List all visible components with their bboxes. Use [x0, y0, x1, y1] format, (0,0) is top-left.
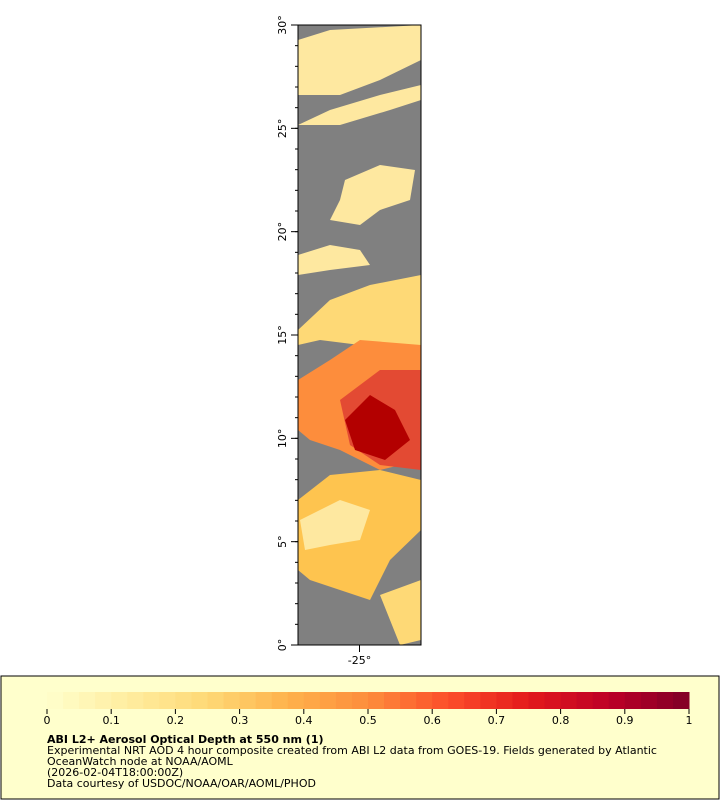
colorbar-step: [480, 692, 497, 709]
colorbar-step: [448, 692, 465, 709]
colorbar-step: [319, 692, 337, 709]
lat-tick-label: 25°: [276, 119, 289, 139]
colorbar-step: [95, 692, 112, 709]
colorbar-step: [63, 692, 80, 709]
colorbar-tick-label: 0.3: [231, 714, 249, 727]
colorbar-step: [592, 692, 610, 709]
colorbar-step: [496, 692, 513, 709]
colorbar-tick-label: 0.5: [359, 714, 377, 727]
colorbar-step: [512, 692, 529, 709]
colorbar-step: [672, 692, 690, 709]
colorbar-step: [351, 692, 369, 709]
colorbar-step: [464, 692, 481, 709]
colorbar-tick-label: 0.1: [102, 714, 120, 727]
colorbar-tick-label: 0.4: [295, 714, 313, 727]
colorbar-step: [624, 692, 642, 709]
colorbar-step: [239, 692, 257, 709]
colorbar-tick-label: 1: [686, 714, 693, 727]
colorbar-step: [255, 692, 273, 709]
lat-tick-label: 10°: [276, 429, 289, 449]
colorbar-step: [368, 692, 385, 709]
colorbar-step: [127, 692, 144, 709]
lat-tick-label: 0°: [276, 639, 289, 652]
colorbar-step: [271, 692, 289, 709]
colorbar-step: [416, 692, 433, 709]
colorbar-step: [335, 692, 353, 709]
colorbar-step: [544, 692, 562, 709]
colorbar-step: [47, 692, 64, 709]
colorbar-step: [111, 692, 128, 709]
legend-line: Experimental NRT AOD 4 hour composite cr…: [47, 744, 657, 757]
lat-tick-label: 5°: [276, 535, 289, 548]
colorbar-tick-label: 0.7: [488, 714, 506, 727]
colorbar-step: [608, 692, 626, 709]
colorbar-step: [640, 692, 658, 709]
colorbar-step: [400, 692, 417, 709]
colorbar-step: [191, 692, 208, 709]
legend-line: (2026-02-04T18:00:00Z): [47, 766, 183, 779]
colorbar-step: [79, 692, 96, 709]
colorbar-step: [287, 692, 305, 709]
colorbar-tick-label: 0.9: [616, 714, 634, 727]
colorbar-tick-label: 0.2: [167, 714, 185, 727]
lat-tick-label: 20°: [276, 222, 289, 242]
colorbar-step: [432, 692, 449, 709]
colorbar-tick-label: 0.8: [552, 714, 570, 727]
lat-tick-label: 15°: [276, 325, 289, 345]
colorbar-step: [576, 692, 594, 709]
colorbar-tick-label: 0.6: [423, 714, 441, 727]
colorbar-step: [223, 692, 241, 709]
legend-title: ABI L2+ Aerosol Optical Depth at 550 nm …: [47, 733, 324, 746]
colorbar-step: [175, 692, 192, 709]
lat-tick-label: 30°: [276, 15, 289, 35]
colorbar-step: [384, 692, 401, 709]
colorbar-tick-label: 0: [44, 714, 51, 727]
colorbar-step: [528, 692, 546, 709]
map-raster: [298, 25, 421, 645]
colorbar: 0 0.1 0.2 0.3 0.4 0.5 0.6 0.7 0.8 0.9 1: [44, 692, 693, 727]
colorbar-step: [159, 692, 176, 709]
map-axes: 0° 5° 10° 15° 20° 25° 30° -25°: [276, 15, 371, 667]
lon-tick-label: -25°: [348, 654, 371, 667]
legend-line: Data courtesy of USDOC/NOAA/OAR/AOML/PHO…: [47, 777, 316, 790]
colorbar-step: [303, 692, 321, 709]
colorbar-step: [207, 692, 225, 709]
colorbar-step: [656, 692, 674, 709]
colorbar-step: [560, 692, 578, 709]
legend-line: OceanWatch node at NOAA/AOML: [47, 755, 234, 768]
colorbar-step: [143, 692, 160, 709]
